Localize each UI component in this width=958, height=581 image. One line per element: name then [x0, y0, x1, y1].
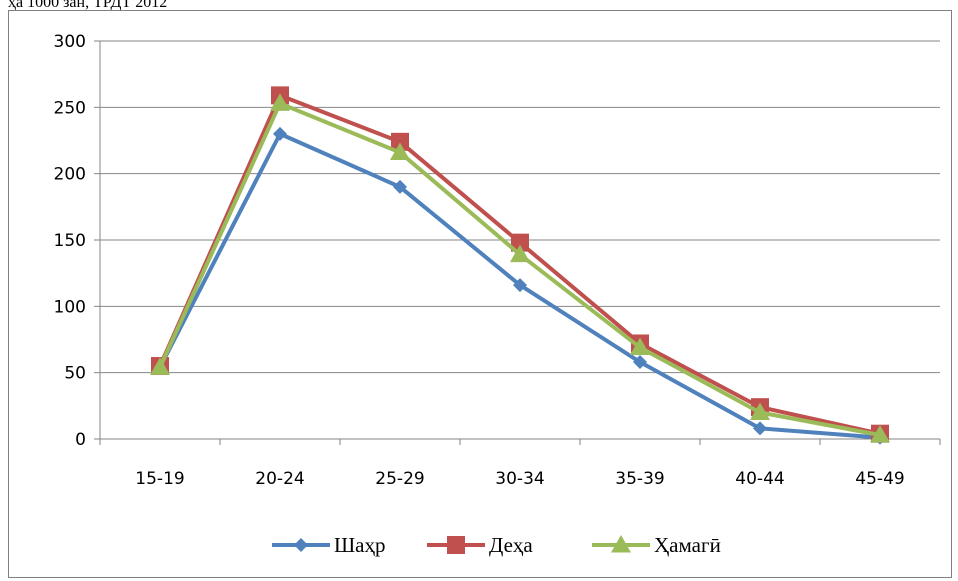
x-tick-label: 25-29	[375, 469, 424, 489]
chart-caption: ҳа 1000 зан, ТРДТ 2012	[8, 0, 168, 11]
legend-swatch-marker	[447, 536, 465, 554]
y-tick-labels: 0 50 100 150 200 250 300	[54, 32, 86, 450]
x-tick-label: 45-49	[855, 469, 904, 489]
x-tick-label: 15-19	[135, 469, 184, 489]
data-point	[270, 93, 290, 111]
y-tick-label: 150	[54, 231, 86, 251]
y-tick-label: 100	[54, 297, 86, 317]
legend-label: Деҳа	[489, 533, 533, 557]
y-tick-label: 300	[54, 32, 86, 52]
data-point	[510, 244, 530, 263]
data-point	[750, 402, 770, 420]
y-tick-label: 0	[75, 430, 86, 450]
data-point	[513, 278, 527, 293]
x-tick-label: 20-24	[255, 469, 304, 489]
data-point	[273, 126, 287, 141]
data-point	[753, 421, 767, 436]
legend-swatch-marker	[294, 538, 308, 552]
chart-frame	[8, 10, 952, 578]
x-tick-labels: 15-19 20-24 25-29 30-34 35-39 40-44 45-49	[135, 469, 904, 489]
y-tick-label: 250	[54, 98, 86, 118]
x-tick-label: 30-34	[495, 469, 544, 489]
legend-swatch-marker	[611, 535, 631, 553]
data-point	[511, 233, 529, 252]
legend-item-3: Ҳамагӣ	[592, 533, 721, 557]
x-tick-label: 40-44	[735, 469, 784, 489]
data-point	[391, 132, 409, 151]
data-point	[630, 337, 650, 355]
axes	[94, 40, 941, 445]
series-lines	[150, 86, 890, 445]
legend: Шаҳр Деҳа Ҳамагӣ	[272, 533, 721, 557]
series-1	[153, 126, 887, 445]
data-point	[393, 179, 407, 194]
data-point	[390, 142, 410, 160]
legend-item-1: Шаҳр	[272, 533, 386, 557]
data-point	[870, 425, 890, 443]
series-3	[150, 93, 890, 443]
legend-item-2: Деҳа	[427, 533, 533, 557]
x-tick-label: 35-39	[615, 469, 664, 489]
legend-label: Шаҳр	[334, 533, 386, 557]
data-point	[150, 357, 170, 375]
legend-label: Ҳамагӣ	[654, 533, 721, 557]
grid-lines	[100, 40, 940, 374]
data-point	[633, 355, 647, 370]
y-tick-label: 200	[54, 165, 86, 185]
y-tick-label: 50	[64, 364, 86, 384]
series-line	[158, 93, 881, 436]
